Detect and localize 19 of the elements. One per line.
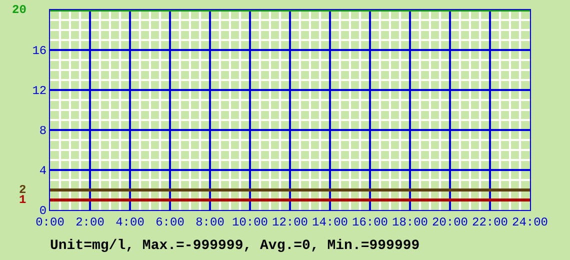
- ref-line-label: 1: [19, 193, 26, 207]
- x-tick-label: 6:00: [156, 215, 184, 230]
- x-tick-label: 16:00: [352, 215, 388, 230]
- x-tick-label: 18:00: [392, 215, 428, 230]
- y-tick-label: 4: [39, 164, 47, 178]
- x-tick-label: 12:00: [272, 215, 308, 230]
- x-tick-label: 10:00: [232, 215, 268, 230]
- x-tick-label: 4:00: [116, 215, 144, 230]
- text: Unit=mg/l, Max.=-999999, Avg.=0, Min.=999999: [50, 238, 420, 254]
- y-tick-label: 8: [39, 124, 47, 138]
- x-tick-label: 2:00: [76, 215, 104, 230]
- y-tick-label: 12: [32, 84, 47, 98]
- x-tick-label: 24:00: [512, 215, 548, 230]
- y-tick-label: 16: [32, 44, 47, 58]
- ref-line-label: 20: [12, 3, 26, 17]
- x-tick-label: 8:00: [196, 215, 224, 230]
- x-tick-label: 22:00: [472, 215, 508, 230]
- x-tick-label: 14:00: [312, 215, 348, 230]
- x-tick-label: 20:00: [432, 215, 468, 230]
